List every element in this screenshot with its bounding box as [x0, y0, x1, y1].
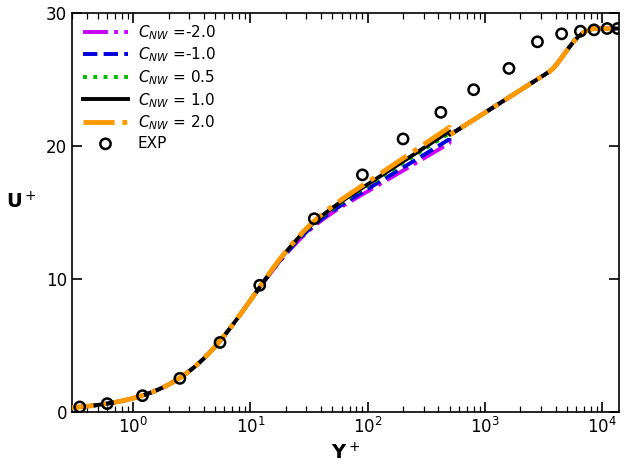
$C_{NW}$ = 0.5: [593, 26, 601, 31]
Legend: $C_{NW}$ =-2.0, $C_{NW}$ =-1.0, $C_{NW}$ = 0.5, $C_{NW}$ = 1.0, $C_{NW}$ = 2.0, : $C_{NW}$ =-2.0, $C_{NW}$ =-1.0, $C_{NW}$…: [79, 20, 219, 154]
$C_{NW}$ = 1.0: [538, 74, 546, 79]
EXP: [175, 375, 185, 382]
$C_{NW}$ = 0.5: [538, 74, 546, 79]
$C_{NW}$ = 1.0: [414, 149, 421, 155]
EXP: [102, 400, 112, 408]
$C_{NW}$ = 2.0: [414, 146, 421, 151]
$C_{NW}$ =-1.0: [414, 156, 421, 162]
EXP: [398, 135, 408, 143]
$C_{NW}$ =-1.0: [538, 74, 546, 79]
EXP: [469, 86, 479, 93]
EXP: [589, 26, 599, 34]
EXP: [436, 108, 446, 116]
$C_{NW}$ =-2.0: [481, 110, 489, 115]
$C_{NW}$ =-2.0: [93, 402, 101, 408]
$C_{NW}$ = 1.0: [382, 170, 390, 175]
$C_{NW}$ = 1.0: [616, 26, 623, 31]
EXP: [576, 27, 586, 35]
EXP: [532, 38, 542, 45]
$C_{NW}$ =-1.0: [616, 26, 623, 31]
$C_{NW}$ = 2.0: [59, 406, 66, 411]
$C_{NW}$ = 1.0: [481, 110, 489, 115]
Line: $C_{NW}$ = 1.0: $C_{NW}$ = 1.0: [62, 29, 619, 408]
$C_{NW}$ =-2.0: [397, 169, 404, 175]
$C_{NW}$ = 2.0: [397, 157, 404, 163]
$C_{NW}$ = 1.0: [593, 26, 601, 31]
$C_{NW}$ = 0.5: [382, 171, 390, 177]
$C_{NW}$ = 0.5: [414, 151, 421, 157]
Line: $C_{NW}$ = 0.5: $C_{NW}$ = 0.5: [62, 29, 619, 408]
$C_{NW}$ = 2.0: [616, 26, 623, 31]
$C_{NW}$ = 0.5: [93, 402, 101, 408]
$C_{NW}$ =-1.0: [397, 166, 404, 172]
EXP: [138, 392, 148, 400]
Line: $C_{NW}$ =-2.0: $C_{NW}$ =-2.0: [62, 29, 619, 408]
EXP: [602, 25, 612, 32]
$C_{NW}$ = 2.0: [593, 26, 601, 31]
$C_{NW}$ =-1.0: [382, 175, 390, 181]
$C_{NW}$ =-1.0: [93, 402, 101, 408]
$C_{NW}$ = 0.5: [481, 110, 489, 115]
$C_{NW}$ =-2.0: [382, 178, 390, 183]
EXP: [357, 171, 367, 179]
$C_{NW}$ = 0.5: [397, 162, 404, 167]
$C_{NW}$ =-1.0: [593, 26, 601, 31]
EXP: [504, 65, 514, 72]
$C_{NW}$ =-2.0: [414, 159, 421, 165]
$C_{NW}$ = 1.0: [59, 406, 66, 411]
EXP: [309, 215, 319, 222]
Y-axis label: U$^+$: U$^+$: [6, 191, 36, 212]
$C_{NW}$ = 1.0: [397, 160, 404, 166]
$C_{NW}$ = 2.0: [93, 402, 101, 408]
$C_{NW}$ = 2.0: [481, 110, 489, 115]
X-axis label: Y$^+$: Y$^+$: [331, 442, 360, 463]
EXP: [255, 281, 265, 289]
$C_{NW}$ =-2.0: [616, 26, 623, 31]
$C_{NW}$ = 2.0: [538, 74, 546, 79]
EXP: [612, 25, 622, 32]
EXP: [75, 403, 85, 411]
$C_{NW}$ =-1.0: [59, 406, 66, 411]
Line: $C_{NW}$ = 2.0: $C_{NW}$ = 2.0: [62, 29, 619, 408]
$C_{NW}$ = 1.0: [93, 402, 101, 408]
EXP: [557, 30, 567, 38]
Line: $C_{NW}$ =-1.0: $C_{NW}$ =-1.0: [62, 29, 619, 408]
$C_{NW}$ = 0.5: [616, 26, 623, 31]
$C_{NW}$ = 0.5: [59, 406, 66, 411]
$C_{NW}$ =-2.0: [538, 74, 546, 79]
$C_{NW}$ =-2.0: [59, 406, 66, 411]
$C_{NW}$ =-2.0: [593, 26, 601, 31]
$C_{NW}$ = 2.0: [382, 167, 390, 173]
$C_{NW}$ =-1.0: [481, 110, 489, 115]
EXP: [215, 339, 225, 346]
